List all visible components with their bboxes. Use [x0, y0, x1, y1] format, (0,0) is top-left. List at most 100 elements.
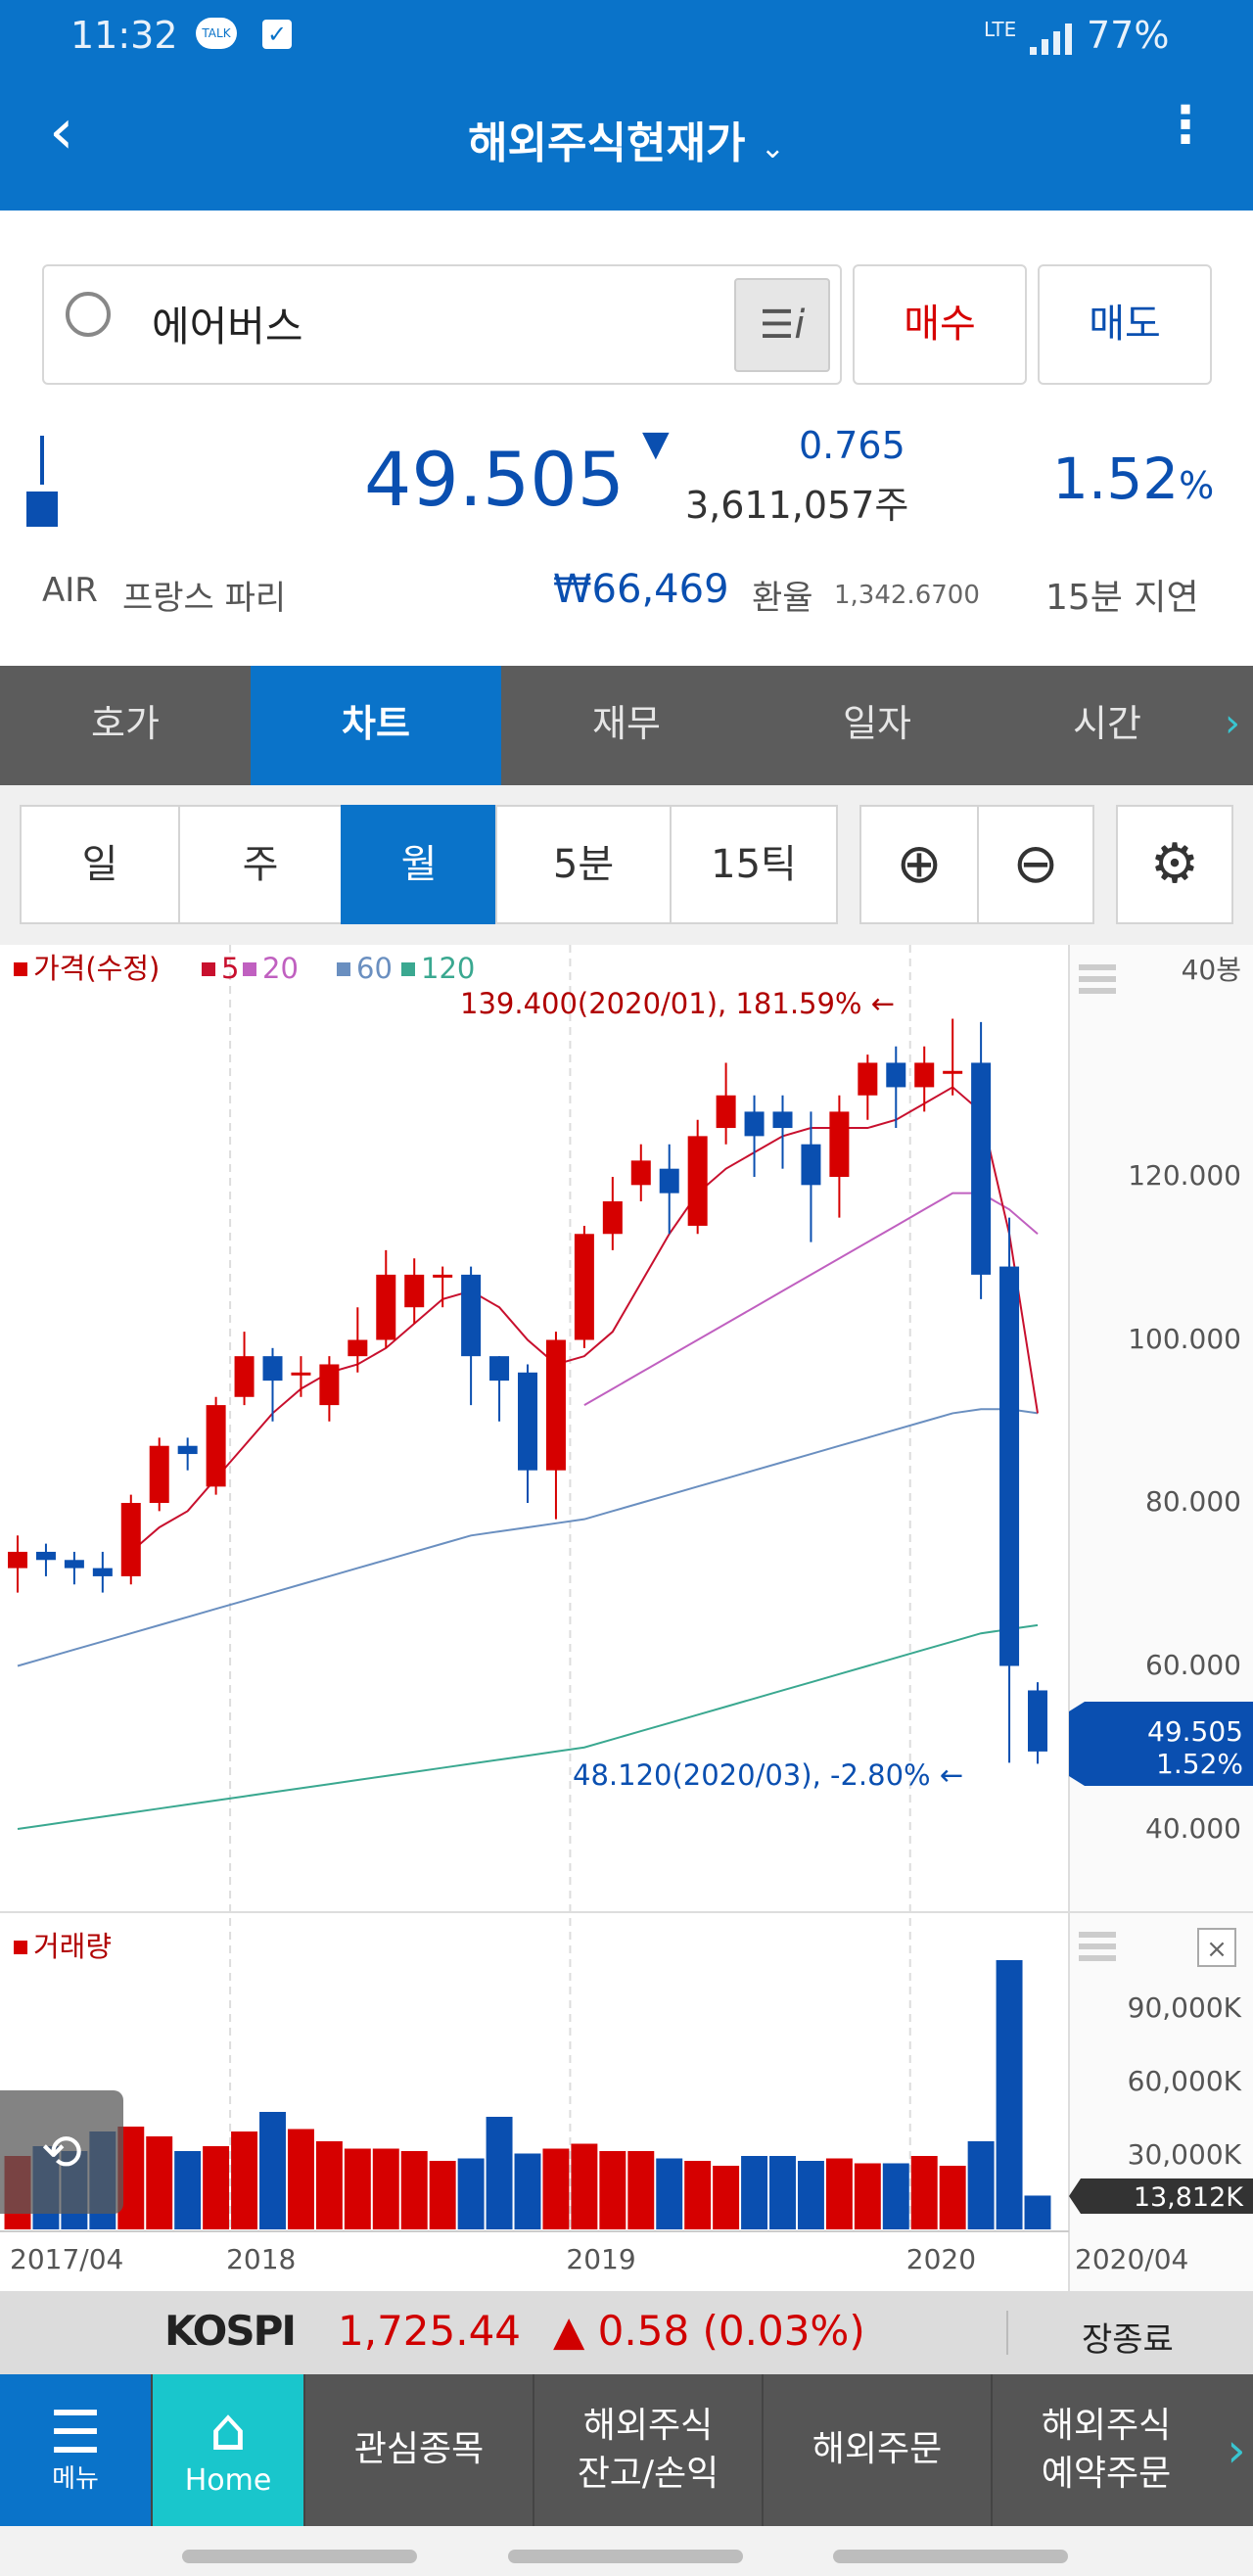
- tab-bar: 호가 차트 재무 일자 시간 ›: [0, 666, 1253, 785]
- search-value: 에어버스: [152, 303, 303, 351]
- volume-bar: [684, 2161, 712, 2229]
- settings-gear-icon[interactable]: ⚙: [1116, 805, 1233, 924]
- buy-button[interactable]: 매수: [853, 264, 1027, 385]
- candle-body: [8, 1551, 27, 1569]
- volume-bar: [400, 2151, 428, 2229]
- high-annotation: 139.400(2020/01), 181.59% ←: [460, 987, 895, 1020]
- candle-body: [489, 1356, 510, 1382]
- period-15tick[interactable]: 15틱: [670, 805, 838, 924]
- period-5min[interactable]: 5분: [495, 805, 672, 924]
- market-status: 장종료: [1082, 2320, 1174, 2360]
- checkbox-notification-icon: ✓: [262, 20, 292, 49]
- title-dropdown-chevron-icon[interactable]: ⌄: [760, 131, 785, 165]
- candle-body: [35, 1551, 56, 1561]
- candle-body: [744, 1111, 765, 1137]
- nav-scroll-right-icon[interactable]: ›: [1227, 2422, 1246, 2478]
- krw-price: ₩66,469: [553, 567, 729, 612]
- close-volume-button[interactable]: ×: [1197, 1928, 1236, 1967]
- back-button[interactable]: ‹: [49, 96, 74, 168]
- volume-bar: [656, 2158, 683, 2229]
- period-week[interactable]: 주: [178, 805, 343, 924]
- volume-bar: [939, 2166, 966, 2229]
- candle-body: [234, 1356, 255, 1397]
- candle-body: [518, 1372, 537, 1471]
- signal-icon: [1030, 23, 1073, 55]
- divider: [1006, 2311, 1008, 2355]
- down-arrow-icon: ▼: [642, 424, 670, 464]
- volume-bar: [1024, 2195, 1051, 2229]
- volume-bar: [315, 2141, 343, 2229]
- tab-time[interactable]: 시간: [1073, 702, 1141, 745]
- bottom-nav: ☰ 메뉴 ⌂ Home 관심종목 해외주식 잔고/손익 해외주문 해외주식 예약주문…: [0, 2374, 1253, 2526]
- period-day[interactable]: 일: [20, 805, 180, 924]
- candle-body: [914, 1062, 935, 1088]
- mini-candle-icon: [26, 492, 58, 527]
- stock-search-input[interactable]: 에어버스 ☰i: [42, 264, 842, 385]
- right-axis-panel: [1069, 945, 1253, 2291]
- nav-overseas-balance[interactable]: 해외주식 잔고/손익: [534, 2374, 764, 2526]
- period-selector: 일 주 월 5분 15틱 ⊕ ⊖ ⚙: [0, 785, 1253, 945]
- ma120-line: [17, 1623, 1039, 1830]
- tab-orderbook[interactable]: 호가: [91, 702, 160, 745]
- index-ticker-bar[interactable]: KOSPI 1,725.44 ▲ 0.58 (0.03%) 장종료: [0, 2291, 1253, 2374]
- volume-bar: [429, 2161, 456, 2229]
- nav-menu[interactable]: ☰ 메뉴: [0, 2374, 153, 2526]
- right-axis-drag-handle[interactable]: [1079, 964, 1116, 994]
- volume-bar: [571, 2143, 598, 2229]
- y-tick: 100.000: [1128, 1323, 1241, 1355]
- chart-svg: 120.000 100.000 80.000 60.000 40.000 90,…: [0, 945, 1253, 2291]
- index-value: 1,725.44: [338, 2307, 522, 2355]
- x-label: 2017/04: [10, 2243, 123, 2275]
- nav-overseas-order[interactable]: 해외주문: [764, 2374, 993, 2526]
- ticker-symbol: AIR: [42, 571, 98, 610]
- candle-body: [602, 1200, 623, 1235]
- stock-info-icon[interactable]: ☰i: [734, 278, 830, 372]
- candle-body: [149, 1445, 169, 1503]
- price-chart[interactable]: 120.000 100.000 80.000 60.000 40.000 90,…: [0, 945, 1253, 2291]
- current-price-tag: [1069, 1702, 1253, 1786]
- low-annotation: 48.120(2020/03), -2.80% ←: [573, 1758, 963, 1792]
- change-percent: 1.52: [1052, 445, 1180, 512]
- tab-financials[interactable]: 재무: [592, 702, 661, 745]
- fx-label: 환율: [752, 579, 813, 618]
- tab-daily[interactable]: 일자: [843, 702, 911, 745]
- x-label: 2018: [226, 2243, 296, 2275]
- legend-price: 가격(수정): [33, 952, 160, 985]
- sell-button[interactable]: 매도: [1038, 264, 1212, 385]
- volume-bar: [627, 2151, 655, 2229]
- period-month[interactable]: 월: [341, 805, 497, 924]
- more-menu-icon[interactable]: ⋮: [1160, 96, 1211, 155]
- percent-sign: %: [1179, 464, 1215, 507]
- tab-chart[interactable]: 차트: [251, 666, 501, 785]
- zoom-out-icon[interactable]: ⊖: [977, 805, 1094, 924]
- status-bar: 11:32 TALK ✓ LTE 77%: [0, 0, 1253, 73]
- index-name: KOSPI: [164, 2307, 297, 2355]
- ma5-line: [130, 1086, 1039, 1553]
- nav-reserved-order[interactable]: 해외주식 예약주문: [1041, 2405, 1172, 2494]
- volume-title: 거래량: [33, 1930, 112, 1963]
- volume-bar: [996, 1960, 1023, 2229]
- candle-body: [772, 1111, 793, 1129]
- candle-body: [687, 1136, 708, 1226]
- candle-body: [545, 1339, 566, 1471]
- status-time: 11:32: [70, 14, 178, 57]
- nav-home-label: Home: [184, 2463, 272, 2499]
- volume-bar: [259, 2112, 286, 2229]
- svg-text:×: ×: [1206, 1935, 1228, 1964]
- nav-watchlist[interactable]: 관심종목: [305, 2374, 534, 2526]
- tab-scroll-right-icon[interactable]: ›: [1225, 701, 1240, 746]
- volume-bar: [174, 2151, 202, 2229]
- candle-body: [348, 1339, 368, 1357]
- zoom-in-icon[interactable]: ⊕: [859, 805, 979, 924]
- candle-body: [858, 1062, 878, 1096]
- search-icon: [66, 292, 111, 337]
- volume-axis-drag-handle[interactable]: [1079, 1932, 1116, 1961]
- candle-body: [92, 1568, 113, 1576]
- rotate-screen-icon[interactable]: ⟲: [0, 2090, 123, 2214]
- legend-ma5: 5: [221, 952, 239, 985]
- current-price-tag-pct: 1.52%: [1156, 1748, 1243, 1780]
- volume-bar: [514, 2153, 541, 2229]
- nav-home[interactable]: ⌂ Home: [153, 2374, 305, 2526]
- gesture-handle: [508, 2550, 743, 2563]
- volume-bar: [231, 2131, 258, 2229]
